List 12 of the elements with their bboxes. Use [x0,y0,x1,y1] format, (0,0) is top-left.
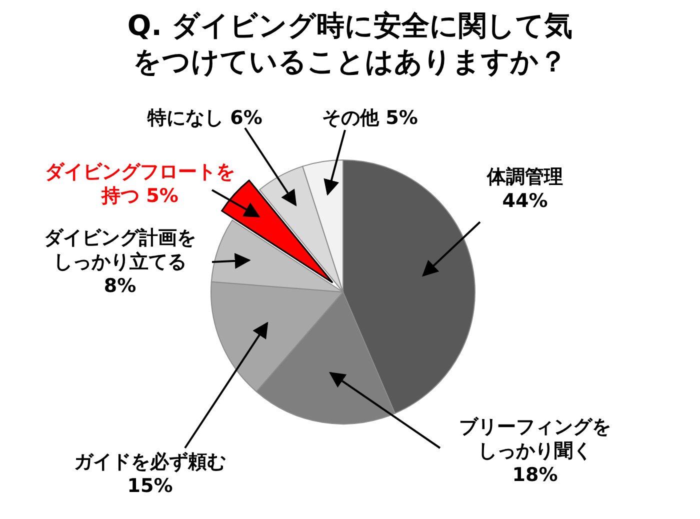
slice-label: ブリーフィングをしっかり聞く [459,416,611,462]
slice-label: 特になし 6% [146,106,264,130]
data-label: 15% [127,475,173,497]
slice-label: ダイビングフロートを持つ 5% [45,160,235,208]
slice-label: その他 5% [321,106,419,130]
slice-label: ガイドを必ず頼む [74,451,226,473]
data-label: 18% [512,464,558,486]
chart-title: Q. ダイビング時に安全に関して気をつけていることはありますか？ [126,8,574,80]
data-label: 8% [104,275,136,297]
data-label: 44% [502,190,548,212]
slice-label: ダイビング計画をしっかり立てる [44,227,196,273]
slice-label: 体調管理 [487,166,563,188]
